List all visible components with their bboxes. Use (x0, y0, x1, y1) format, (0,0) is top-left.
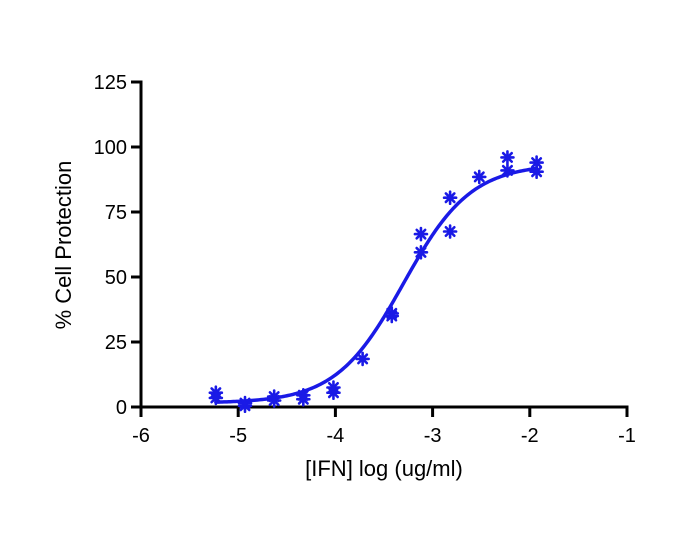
y-tick-label: 75 (105, 202, 127, 224)
data-point (500, 163, 515, 178)
data-point (500, 150, 515, 165)
y-tick-label: 125 (94, 72, 127, 94)
y-axis-title: % Cell Protection (51, 161, 76, 330)
data-point (296, 391, 311, 407)
data-point (355, 351, 370, 367)
data-point (326, 385, 341, 401)
x-tick-label: -4 (327, 425, 345, 447)
x-tick-label: -1 (618, 425, 636, 447)
x-tick-label: -2 (521, 425, 539, 447)
data-point (384, 308, 400, 324)
data-point (442, 224, 458, 239)
data-point (413, 226, 429, 242)
data-point (442, 190, 458, 205)
data-point (413, 245, 429, 260)
y-tick-label: 25 (105, 332, 127, 354)
x-tick-label: -3 (424, 425, 442, 447)
x-axis-title: [IFN] log (ug/ml) (305, 456, 463, 481)
x-tick-label: -5 (229, 425, 247, 447)
axes (131, 80, 629, 417)
y-tick-label: 0 (116, 397, 127, 419)
axis-labels: -6 -5 -4 -3 -2 -1 0 25 50 75 100 125 [IFN] log (ug/m… (51, 72, 636, 481)
data-point (237, 395, 253, 411)
y-tick-label: 100 (94, 137, 127, 159)
data-point (471, 169, 487, 185)
data-point (529, 155, 544, 170)
data-point (529, 164, 544, 179)
x-tick-label: -6 (132, 425, 150, 447)
data-points (208, 150, 544, 414)
data-point (266, 393, 282, 408)
y-tick-label: 50 (105, 267, 127, 289)
fit-curve-group (214, 166, 539, 404)
fit-curve (214, 166, 539, 404)
data-point (208, 390, 224, 406)
